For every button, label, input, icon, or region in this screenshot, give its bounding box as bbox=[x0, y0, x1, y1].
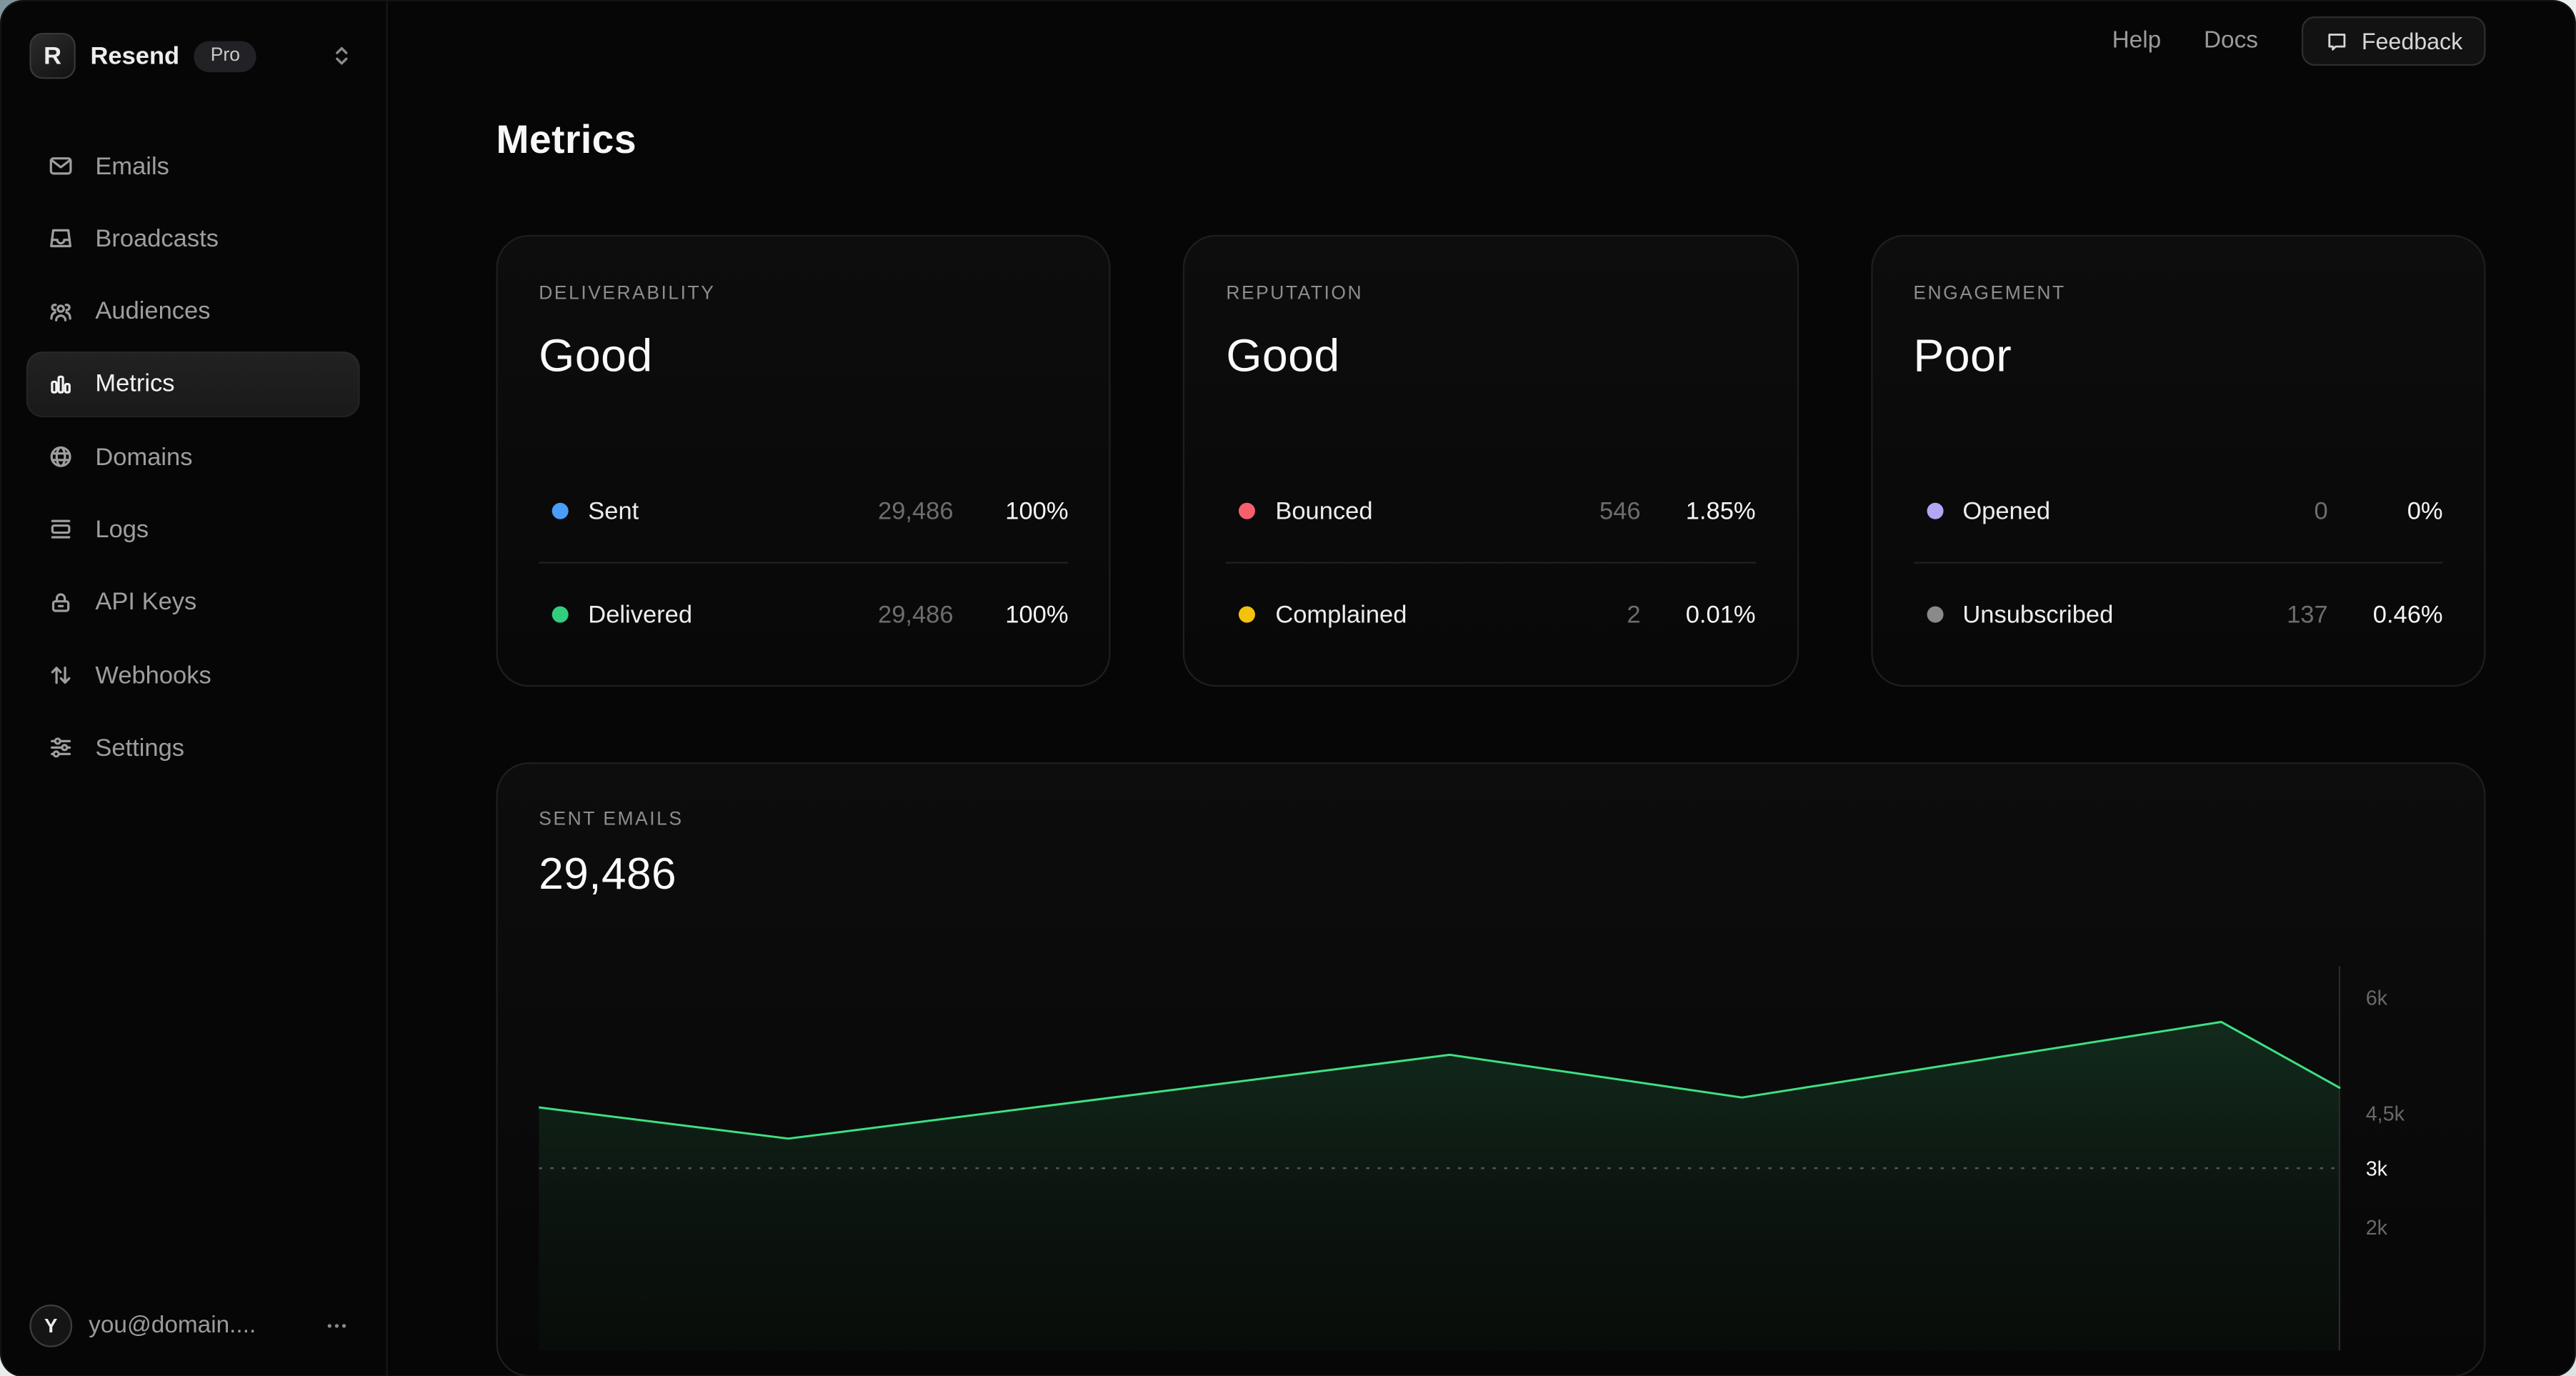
stat-row-unsubscribed: Unsubscribed 137 0.46% bbox=[1913, 564, 2443, 666]
engagement-card: ENGAGEMENT Poor Opened 0 0% bbox=[1870, 234, 2486, 687]
envelope-icon bbox=[48, 153, 74, 179]
legend-dot bbox=[1926, 606, 1943, 623]
stat-count: 29,486 bbox=[878, 497, 954, 525]
deliverability-card: DELIVERABILITY Good Sent 29,486 100% bbox=[496, 234, 1112, 687]
sidebar-item-settings[interactable]: Settings bbox=[26, 715, 360, 781]
card-status: Good bbox=[539, 330, 653, 382]
card-label: SENT EMAILS bbox=[539, 809, 684, 830]
sidebar-item-api-keys[interactable]: API Keys bbox=[26, 569, 360, 635]
stat-row-sent: Sent 29,486 100% bbox=[539, 460, 1069, 562]
stat-row-complained: Complained 2 0.01% bbox=[1226, 564, 1756, 666]
rows-icon bbox=[48, 517, 74, 543]
feedback-button[interactable]: Feedback bbox=[2300, 16, 2486, 66]
globe-icon bbox=[48, 444, 74, 470]
divider bbox=[1913, 562, 2443, 564]
lock-icon bbox=[48, 589, 74, 616]
workspace-switcher[interactable]: R Resend Pro bbox=[29, 32, 359, 79]
summary-cards: DELIVERABILITY Good Sent 29,486 100% bbox=[496, 234, 2486, 687]
chat-bubble-icon bbox=[2324, 29, 2348, 53]
stat-percent: 100% bbox=[1005, 600, 1069, 629]
divider bbox=[539, 562, 1069, 564]
sidebar-item-label: Domains bbox=[95, 443, 193, 472]
card-label: REPUTATION bbox=[1226, 284, 1364, 304]
sidebar-nav: Emails Broadcasts Audiences Metrics bbox=[26, 133, 360, 788]
legend-dot bbox=[1239, 606, 1256, 623]
user-account-row[interactable]: Y you@domain.... bbox=[26, 1297, 360, 1353]
ellipsis-icon[interactable] bbox=[324, 1312, 350, 1338]
card-status: Poor bbox=[1913, 330, 2012, 382]
sidebar-item-metrics[interactable]: Metrics bbox=[26, 351, 360, 417]
sidebar-item-audiences[interactable]: Audiences bbox=[26, 279, 360, 344]
sidebar-item-label: Audiences bbox=[95, 297, 211, 326]
legend-dot bbox=[1239, 502, 1256, 519]
sidebar-item-logs[interactable]: Logs bbox=[26, 497, 360, 563]
sidebar-item-label: Metrics bbox=[95, 370, 175, 399]
stat-row-bounced: Bounced 546 1.85% bbox=[1226, 460, 1756, 562]
sent-emails-total: 29,486 bbox=[539, 849, 677, 899]
stat-row-opened: Opened 0 0% bbox=[1913, 460, 2443, 562]
docs-link[interactable]: Docs bbox=[2203, 28, 2258, 54]
stat-row-delivered: Delivered 29,486 100% bbox=[539, 564, 1069, 666]
sidebar-item-label: Logs bbox=[95, 516, 149, 544]
arrows-up-down-icon bbox=[48, 662, 74, 689]
sent-emails-card: SENT EMAILS 29,486 6k 4,5k 3k 2k bbox=[496, 762, 2486, 1376]
sliders-icon bbox=[48, 735, 74, 762]
users-icon bbox=[48, 299, 74, 325]
main-content: Help Docs Feedback Metrics DELIVERABILIT… bbox=[388, 0, 2576, 1376]
legend-dot bbox=[551, 606, 569, 623]
sidebar-item-label: Broadcasts bbox=[95, 224, 219, 253]
bar-chart-icon bbox=[48, 371, 74, 397]
resend-logo: R bbox=[29, 32, 76, 79]
sidebar-item-broadcasts[interactable]: Broadcasts bbox=[26, 206, 360, 271]
svg-text:4,5k: 4,5k bbox=[2366, 1102, 2405, 1125]
top-bar: Help Docs Feedback bbox=[496, 0, 2486, 82]
sidebar-item-label: API Keys bbox=[95, 588, 197, 617]
workspace-name: Resend bbox=[90, 41, 180, 70]
legend-dot bbox=[1926, 502, 1943, 519]
plan-badge: Pro bbox=[194, 40, 256, 72]
sidebar: R Resend Pro Emails Broadcasts bbox=[0, 0, 388, 1376]
stat-percent: 0.01% bbox=[1685, 600, 1756, 629]
page-title: Metrics bbox=[496, 118, 636, 163]
card-label: ENGAGEMENT bbox=[1913, 284, 2066, 304]
sidebar-item-domains[interactable]: Domains bbox=[26, 424, 360, 490]
sidebar-item-label: Settings bbox=[95, 734, 185, 762]
card-label: DELIVERABILITY bbox=[539, 284, 716, 304]
svg-text:2k: 2k bbox=[2366, 1217, 2388, 1240]
svg-text:6k: 6k bbox=[2366, 987, 2388, 1009]
sidebar-item-label: Webhooks bbox=[95, 661, 211, 689]
reputation-card: REPUTATION Good Bounced 546 1.85% bbox=[1183, 234, 1799, 687]
inbox-icon bbox=[48, 226, 74, 252]
chevron-sort-icon[interactable] bbox=[329, 43, 355, 69]
sent-emails-chart-svg: 6k 4,5k 3k 2k bbox=[539, 966, 2405, 1351]
sidebar-item-label: Emails bbox=[95, 151, 169, 180]
stat-percent: 0.46% bbox=[2372, 600, 2443, 629]
stat-percent: 100% bbox=[1005, 497, 1069, 525]
stat-percent: 0% bbox=[2407, 497, 2443, 525]
svg-text:3k: 3k bbox=[2366, 1158, 2388, 1181]
stat-count: 137 bbox=[2287, 600, 2328, 629]
sidebar-item-emails[interactable]: Emails bbox=[26, 133, 360, 199]
divider bbox=[1226, 562, 1756, 564]
stat-count: 546 bbox=[1599, 497, 1641, 525]
help-link[interactable]: Help bbox=[2112, 28, 2162, 54]
stat-percent: 1.85% bbox=[1685, 497, 1756, 525]
card-status: Good bbox=[1226, 330, 1340, 382]
stat-count: 2 bbox=[1627, 600, 1641, 629]
stat-count: 0 bbox=[2314, 497, 2328, 525]
user-email: you@domain.... bbox=[89, 1312, 256, 1339]
sidebar-item-webhooks[interactable]: Webhooks bbox=[26, 642, 360, 708]
avatar: Y bbox=[29, 1303, 73, 1347]
sent-emails-chart: 6k 4,5k 3k 2k bbox=[539, 959, 2484, 1351]
legend-dot bbox=[551, 502, 569, 519]
stat-count: 29,486 bbox=[878, 600, 954, 629]
